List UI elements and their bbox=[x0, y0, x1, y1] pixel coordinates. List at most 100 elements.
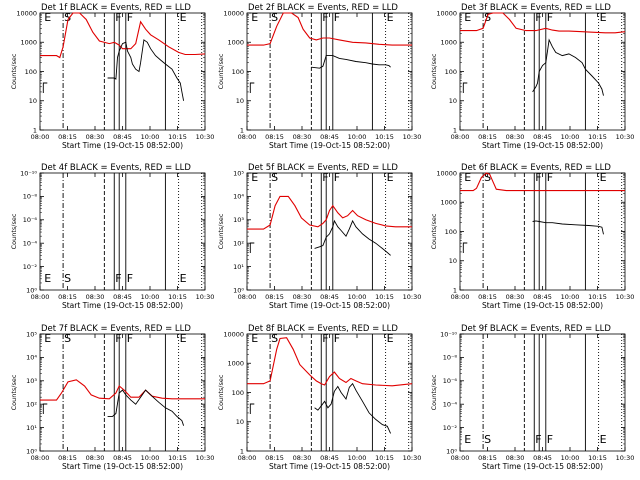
y-tick-label: 10000 bbox=[223, 330, 244, 338]
x-tick-label: 08:45 bbox=[113, 293, 132, 301]
x-tick-label: 10:15 bbox=[168, 133, 187, 141]
y-tick-label: 10³ bbox=[233, 216, 244, 224]
panel-5: Det 5f BLACK = Events, RED = LLD 10⁰ 10¹ 10… bbox=[217, 163, 421, 310]
y-axis-label: Counts/sec bbox=[430, 374, 438, 410]
x-tick-label: 08:15 bbox=[478, 454, 497, 462]
x-axis-label: Start Time (19-Oct-15 08:52:00) bbox=[62, 462, 183, 471]
panel-title: Det 2f BLACK = Events, RED = LLD bbox=[248, 3, 398, 13]
marker-letter: S bbox=[271, 171, 278, 184]
x-tick-label: 08:45 bbox=[113, 133, 132, 141]
y-tick-label: 10000 bbox=[223, 9, 244, 17]
panel-title: Det 3f BLACK = Events, RED = LLD bbox=[461, 3, 611, 13]
marker-letter: E bbox=[464, 11, 471, 24]
panel-7: Det 7f BLACK = Events, RED = LLD 10⁰ 10¹ 10… bbox=[10, 324, 214, 471]
y-axis-label: Counts/sec bbox=[430, 53, 438, 89]
panel-title: Det 1f BLACK = Events, RED = LLD bbox=[41, 3, 191, 13]
x-tick-label: 10:15 bbox=[168, 454, 187, 462]
x-tick-label: 10:00 bbox=[561, 133, 580, 141]
y-tick-label: 10¹ bbox=[26, 424, 37, 432]
marker-letter: E bbox=[44, 272, 51, 285]
marker-letter: F bbox=[127, 272, 133, 285]
y-tick-label: 1000 bbox=[440, 199, 457, 207]
x-tick-label: 08:15 bbox=[265, 133, 284, 141]
y-tick-label: 10⁻⁸ bbox=[23, 193, 38, 201]
x-tick-label: 08:00 bbox=[451, 454, 470, 462]
marker-letter: F bbox=[115, 332, 121, 345]
marker-letter: E bbox=[600, 433, 607, 446]
panel-title: Det 6f BLACK = Events, RED = LLD bbox=[461, 163, 611, 173]
x-tick-label: 08:15 bbox=[58, 454, 77, 462]
x-tick-label: 08:30 bbox=[293, 133, 312, 141]
x-axis-label: Start Time (19-Oct-15 08:52:00) bbox=[482, 301, 603, 310]
y-tick-label: 100 bbox=[232, 389, 244, 397]
marker-letter: F bbox=[322, 171, 328, 184]
lld-series-line bbox=[247, 195, 412, 230]
x-tick-label: 10:30 bbox=[196, 133, 215, 141]
marker-letter: S bbox=[64, 11, 71, 24]
y-tick-label: 100 bbox=[232, 68, 244, 76]
lld-series-line bbox=[247, 337, 413, 387]
x-tick-label: 08:00 bbox=[31, 454, 50, 462]
x-axis-label: Start Time (19-Oct-15 08:52:00) bbox=[482, 462, 603, 471]
events-series-line bbox=[107, 389, 185, 426]
marker-letter: E bbox=[600, 11, 607, 24]
marker-letter: F bbox=[322, 332, 328, 345]
events-start-stub bbox=[249, 242, 255, 253]
y-tick-label: 100 bbox=[445, 68, 457, 76]
y-tick-label: 10² bbox=[233, 240, 244, 248]
marker-letter: F bbox=[547, 171, 553, 184]
x-tick-label: 08:45 bbox=[320, 293, 339, 301]
y-tick-label: 1 bbox=[240, 126, 244, 134]
plot-frame bbox=[246, 172, 413, 291]
x-tick-label: 10:15 bbox=[588, 293, 607, 301]
marker-letter: F bbox=[127, 11, 133, 24]
marker-letter: E bbox=[251, 332, 258, 345]
y-tick-label: 10⁻⁶ bbox=[443, 377, 458, 385]
events-start-stub bbox=[42, 82, 48, 93]
y-axis-label: Counts/sec bbox=[217, 53, 225, 89]
panel-9: Det 9f BLACK = Events, RED = LLD 10⁰ 10⁻² 1… bbox=[430, 324, 634, 471]
y-tick-label: 10⁻⁴ bbox=[23, 240, 38, 248]
x-tick-label: 08:30 bbox=[86, 133, 105, 141]
x-tick-label: 08:00 bbox=[238, 293, 257, 301]
x-tick-label: 08:30 bbox=[506, 454, 525, 462]
panel-title: Det 5f BLACK = Events, RED = LLD bbox=[248, 163, 398, 173]
x-tick-label: 10:00 bbox=[561, 454, 580, 462]
panel-4: Det 4f BLACK = Events, RED = LLD 10⁰ 10⁻² 1… bbox=[10, 163, 214, 310]
marker-letter: F bbox=[535, 11, 541, 24]
marker-letter: F bbox=[547, 433, 553, 446]
x-axis-label: Start Time (19-Oct-15 08:52:00) bbox=[482, 141, 603, 150]
x-tick-label: 10:00 bbox=[561, 293, 580, 301]
panel-title: Det 4f BLACK = Events, RED = LLD bbox=[41, 163, 191, 173]
y-tick-label: 10⁻¹⁰ bbox=[440, 330, 457, 338]
marker-letter: E bbox=[464, 433, 471, 446]
events-start-stub bbox=[249, 403, 255, 414]
x-tick-label: 08:00 bbox=[238, 133, 257, 141]
x-tick-label: 08:00 bbox=[31, 293, 50, 301]
y-axis-label: Counts/sec bbox=[10, 213, 18, 249]
panel-title: Det 8f BLACK = Events, RED = LLD bbox=[248, 324, 398, 334]
y-tick-label: 10000 bbox=[16, 9, 37, 17]
y-tick-label: 10⁴ bbox=[233, 193, 244, 201]
lld-series-line bbox=[460, 172, 625, 192]
marker-letter: S bbox=[484, 11, 491, 24]
y-tick-label: 10⁻¹⁰ bbox=[20, 169, 37, 177]
marker-letter: E bbox=[44, 332, 51, 345]
x-tick-label: 08:45 bbox=[113, 454, 132, 462]
marker-letter: E bbox=[180, 332, 187, 345]
x-tick-label: 08:45 bbox=[320, 454, 339, 462]
y-tick-label: 10¹ bbox=[233, 263, 244, 271]
y-axis-label: Counts/sec bbox=[10, 374, 18, 410]
lld-series-line bbox=[40, 12, 206, 59]
lld-series-line bbox=[460, 12, 626, 34]
marker-letter: E bbox=[44, 11, 51, 24]
marker-letter: E bbox=[387, 11, 394, 24]
marker-letter: F bbox=[535, 433, 541, 446]
marker-letter: F bbox=[127, 332, 133, 345]
marker-letter: S bbox=[271, 332, 278, 345]
x-axis-label: Start Time (19-Oct-15 08:52:00) bbox=[62, 141, 183, 150]
x-tick-label: 08:15 bbox=[478, 293, 497, 301]
y-tick-label: 1000 bbox=[20, 39, 37, 47]
x-tick-label: 10:00 bbox=[141, 293, 160, 301]
x-tick-label: 10:15 bbox=[168, 293, 187, 301]
